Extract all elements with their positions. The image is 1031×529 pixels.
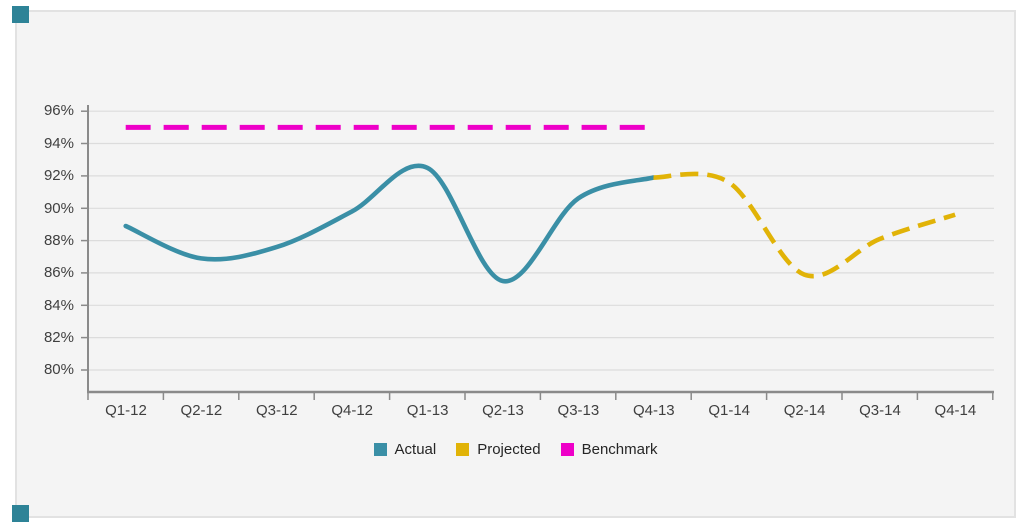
y-axis-tick-label: 94% <box>43 134 74 152</box>
y-axis-tick-label: 80% <box>43 361 74 378</box>
chart-panel <box>15 10 1016 518</box>
legend-swatch-benchmark-icon <box>560 443 574 456</box>
y-axis-tick-label: 86% <box>43 264 74 281</box>
legend-swatch-projected-icon <box>456 443 470 456</box>
legend-item-projected: Projected <box>456 441 541 458</box>
legend-label: Benchmark <box>581 441 658 458</box>
legend-item-benchmark: Benchmark <box>560 441 658 458</box>
x-axis-tick-label: Q1-13 <box>406 402 449 419</box>
y-axis-tick-label: 90% <box>43 199 74 217</box>
gridlines <box>88 110 994 371</box>
corner-accent-top-icon <box>12 6 29 23</box>
legend-swatch-actual-icon <box>373 443 387 456</box>
series-actual <box>123 163 656 284</box>
x-axis-tick-label: Q3-13 <box>557 402 600 419</box>
x-axis-tick-label: Q4-12 <box>331 402 374 419</box>
y-axis-tick-label: 92% <box>43 167 74 184</box>
x-axis-tick-label: Q3-14 <box>859 402 901 419</box>
y-axis-tick-label: 82% <box>43 329 74 346</box>
axes <box>81 105 994 400</box>
legend-label: Actual <box>394 441 437 458</box>
legend-item-actual: Actual <box>373 441 437 458</box>
legend-label: Projected <box>477 441 541 458</box>
corner-accent-bottom-icon <box>12 505 29 522</box>
x-axis-tick-label: Q4-14 <box>934 402 977 419</box>
x-axis-tick-label: Q3-12 <box>255 402 298 419</box>
x-axis-tick-label: Q2-12 <box>180 402 223 419</box>
x-axis-tick-label: Q1-14 <box>708 402 751 419</box>
y-axis-tick-label: 84% <box>43 296 74 314</box>
x-axis-tick-label: Q2-14 <box>783 402 826 419</box>
chart-legend: Actual Projected Benchmark <box>15 441 1016 458</box>
x-axis-tick-label: Q1-12 <box>105 402 147 419</box>
y-axis-tick-label: 96% <box>43 102 74 119</box>
series-projected <box>653 171 956 279</box>
x-axis-tick-label: Q2-13 <box>482 402 524 419</box>
y-axis-tick-label: 88% <box>43 231 74 249</box>
x-axis-tick-label: Q4-13 <box>632 402 675 419</box>
